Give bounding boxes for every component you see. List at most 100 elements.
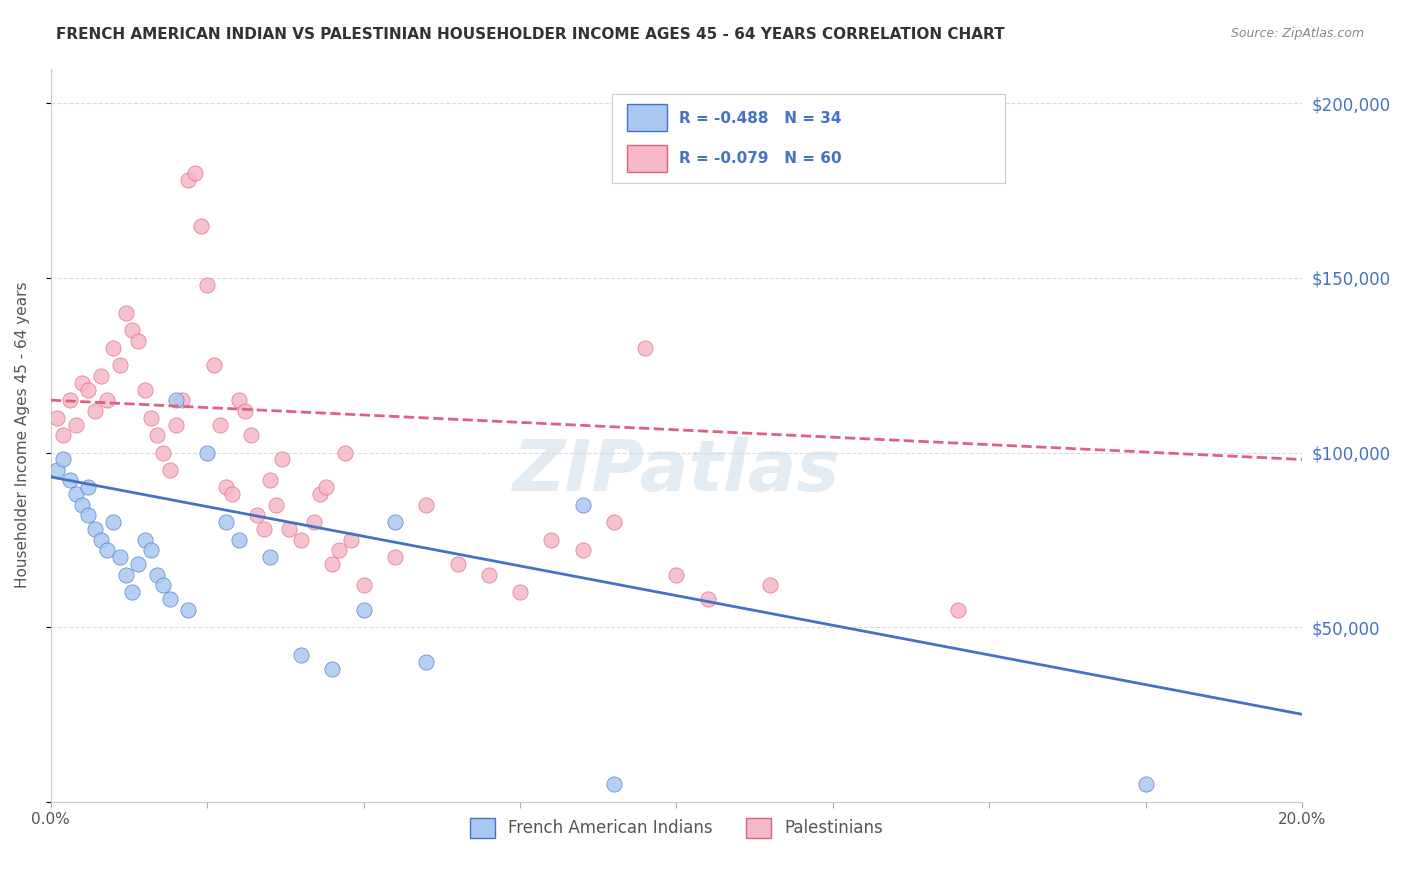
Point: [259, 474, 281, 488]
Point: [333, 445, 356, 459]
Point: [759, 578, 782, 592]
Point: [139, 410, 162, 425]
Point: [290, 648, 312, 662]
Point: [83, 403, 105, 417]
Point: [202, 358, 225, 372]
Point: [208, 417, 231, 432]
Point: [52, 452, 75, 467]
Point: [59, 474, 82, 488]
Point: [65, 487, 87, 501]
Text: ZIPatlas: ZIPatlas: [513, 437, 841, 506]
Point: [221, 487, 243, 501]
Point: [271, 452, 294, 467]
Legend: French American Indians, Palestinians: French American Indians, Palestinians: [463, 811, 890, 845]
Point: [415, 655, 437, 669]
Point: [59, 393, 82, 408]
Text: FRENCH AMERICAN INDIAN VS PALESTINIAN HOUSEHOLDER INCOME AGES 45 - 64 YEARS CORR: FRENCH AMERICAN INDIAN VS PALESTINIAN HO…: [56, 27, 1005, 42]
Point: [340, 533, 363, 547]
Point: [240, 428, 263, 442]
Point: [165, 417, 187, 432]
Point: [540, 533, 562, 547]
Text: R = -0.079   N = 60: R = -0.079 N = 60: [679, 152, 841, 166]
Point: [277, 522, 299, 536]
Point: [665, 567, 688, 582]
Point: [70, 376, 93, 390]
Point: [121, 585, 143, 599]
Point: [83, 522, 105, 536]
Point: [215, 516, 238, 530]
Point: [172, 393, 194, 408]
Point: [159, 592, 181, 607]
Point: [571, 498, 593, 512]
Point: [1135, 777, 1157, 791]
Point: [478, 567, 501, 582]
Point: [46, 410, 69, 425]
Point: [96, 393, 118, 408]
Point: [146, 428, 169, 442]
Point: [252, 522, 274, 536]
Point: [90, 368, 112, 383]
Point: [70, 498, 93, 512]
Point: [290, 533, 312, 547]
Point: [65, 417, 87, 432]
Point: [215, 480, 238, 494]
Point: [103, 516, 125, 530]
Point: [77, 383, 100, 397]
Point: [195, 277, 218, 292]
Point: [77, 508, 100, 523]
Point: [264, 498, 287, 512]
Point: [108, 550, 131, 565]
Point: [321, 558, 343, 572]
Point: [315, 480, 337, 494]
Point: [115, 567, 138, 582]
Point: [696, 592, 718, 607]
Point: [190, 219, 212, 233]
Point: [353, 602, 375, 616]
Point: [139, 543, 162, 558]
Point: [309, 487, 332, 501]
Point: [246, 508, 269, 523]
Point: [184, 166, 207, 180]
Point: [96, 543, 118, 558]
Point: [509, 585, 531, 599]
Text: Source: ZipAtlas.com: Source: ZipAtlas.com: [1230, 27, 1364, 40]
Point: [634, 341, 657, 355]
Point: [152, 445, 174, 459]
Point: [415, 498, 437, 512]
Point: [90, 533, 112, 547]
Point: [77, 480, 100, 494]
Point: [165, 393, 187, 408]
Point: [115, 306, 138, 320]
Point: [384, 516, 406, 530]
Point: [152, 578, 174, 592]
Point: [259, 550, 281, 565]
Point: [121, 323, 143, 337]
Point: [353, 578, 375, 592]
Bar: [627, 104, 666, 131]
Point: [134, 383, 156, 397]
Point: [46, 463, 69, 477]
Point: [603, 777, 626, 791]
Point: [571, 543, 593, 558]
Point: [127, 334, 149, 348]
Point: [384, 550, 406, 565]
Point: [103, 341, 125, 355]
Text: R = -0.488   N = 34: R = -0.488 N = 34: [679, 112, 841, 126]
Point: [159, 463, 181, 477]
Point: [177, 173, 200, 187]
Bar: [627, 145, 666, 172]
Point: [146, 567, 169, 582]
Point: [228, 533, 250, 547]
Point: [233, 403, 256, 417]
Point: [195, 445, 218, 459]
Point: [603, 516, 626, 530]
Point: [446, 558, 468, 572]
Point: [127, 558, 149, 572]
Point: [108, 358, 131, 372]
Point: [946, 602, 969, 616]
Point: [321, 662, 343, 676]
Point: [134, 533, 156, 547]
Y-axis label: Householder Income Ages 45 - 64 years: Householder Income Ages 45 - 64 years: [15, 282, 30, 589]
Point: [228, 393, 250, 408]
Point: [302, 516, 325, 530]
